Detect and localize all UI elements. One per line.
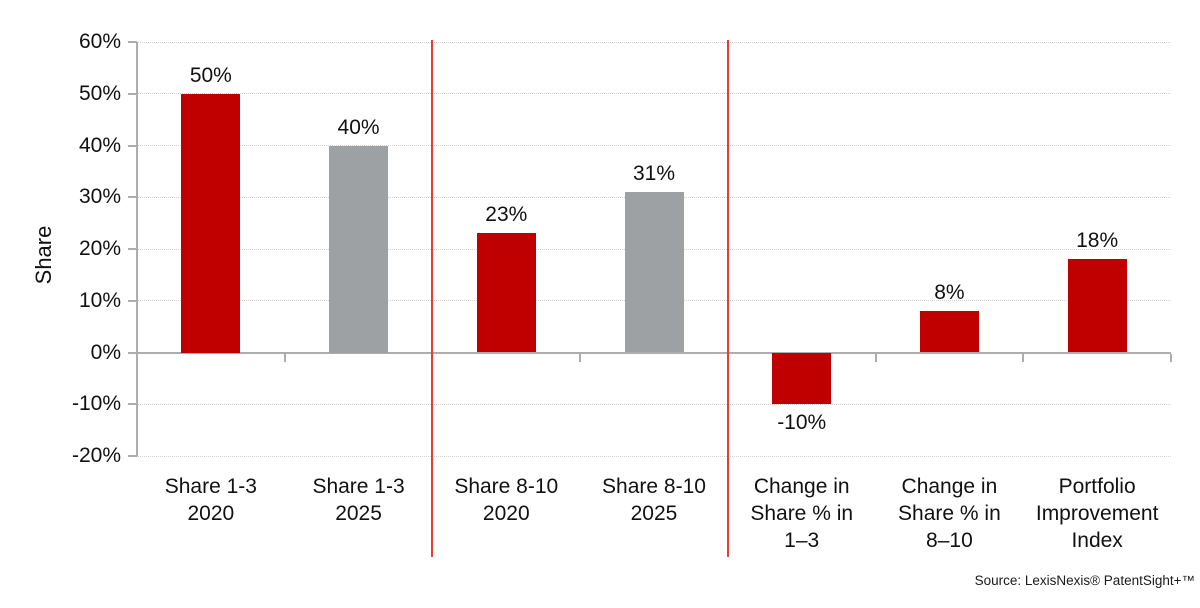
- category-label: Change in Share % in 1–3: [750, 475, 854, 552]
- x-axis-tick: [579, 353, 582, 362]
- bar-portfolio-improvement-index: [1067, 259, 1127, 353]
- source-credit: Source: LexisNexis® PatentSight+™: [974, 573, 1195, 588]
- category-label: Portfolio Improvement Index: [1035, 475, 1159, 552]
- category-label: Share 1-3 2020: [164, 475, 257, 525]
- y-axis-tick-label: 60%: [78, 30, 121, 53]
- x-axis-line: [137, 351, 1171, 354]
- y-axis-tick-label: -20%: [71, 444, 121, 467]
- y-axis-tick-label: 40%: [78, 133, 121, 157]
- bar-value-label: 18%: [1076, 229, 1119, 253]
- category-label: Share 8-10 2025: [602, 475, 706, 525]
- y-axis-tick: [128, 41, 137, 43]
- bar-value-label: 40%: [337, 115, 380, 139]
- category-label: Change in Share % in 8–10: [898, 475, 1001, 552]
- y-axis-tick: [128, 299, 137, 302]
- section-divider-line: [726, 40, 729, 557]
- section-divider-line: [431, 40, 434, 557]
- y-axis-tick: [128, 455, 137, 457]
- gridline: [137, 145, 1171, 146]
- y-axis-tick: [128, 403, 137, 406]
- x-axis-tick: [1022, 353, 1025, 362]
- y-axis-tick-label: 50%: [78, 81, 121, 105]
- bar-share-1-3-2025: [329, 145, 389, 353]
- bar-value-label: 50%: [189, 63, 232, 87]
- bar-value-label: 31%: [632, 162, 676, 186]
- bar-value-label: -10%: [777, 411, 827, 435]
- y-axis-tick: [128, 144, 137, 147]
- y-axis-tick: [128, 92, 137, 95]
- x-axis-tick: [874, 353, 877, 362]
- bar-share-8-10-2025: [624, 192, 684, 353]
- y-axis-tick-label: -10%: [71, 392, 121, 416]
- y-axis-tick: [128, 196, 137, 199]
- y-axis-line: [136, 42, 138, 456]
- y-axis-tick-label: 20%: [78, 237, 121, 260]
- y-axis-tick: [128, 248, 137, 250]
- gridline: [137, 455, 1171, 457]
- gridline: [137, 41, 1171, 43]
- y-axis-tick: [128, 351, 137, 354]
- category-label: Share 1-3 2025: [312, 475, 405, 525]
- bar-value-label: 8%: [934, 281, 965, 305]
- bar-value-label: 23%: [485, 203, 528, 227]
- bar-share-1-3-2020: [181, 93, 241, 353]
- bar-change-in-share-in-1-3: [772, 352, 832, 405]
- bar-share-8-10-2020: [476, 233, 536, 353]
- category-label: Share 8-10 2020: [454, 475, 559, 525]
- y-axis-tick-label: 10%: [78, 288, 121, 312]
- y-axis-tick-label: 0%: [90, 340, 121, 364]
- bar-change-in-share-in-8-10: [919, 311, 979, 353]
- gridline: [137, 93, 1171, 95]
- gridline: [137, 403, 1171, 405]
- y-axis-tick-label: 30%: [78, 185, 121, 209]
- x-axis-tick: [1170, 353, 1172, 362]
- x-axis-tick: [283, 353, 286, 362]
